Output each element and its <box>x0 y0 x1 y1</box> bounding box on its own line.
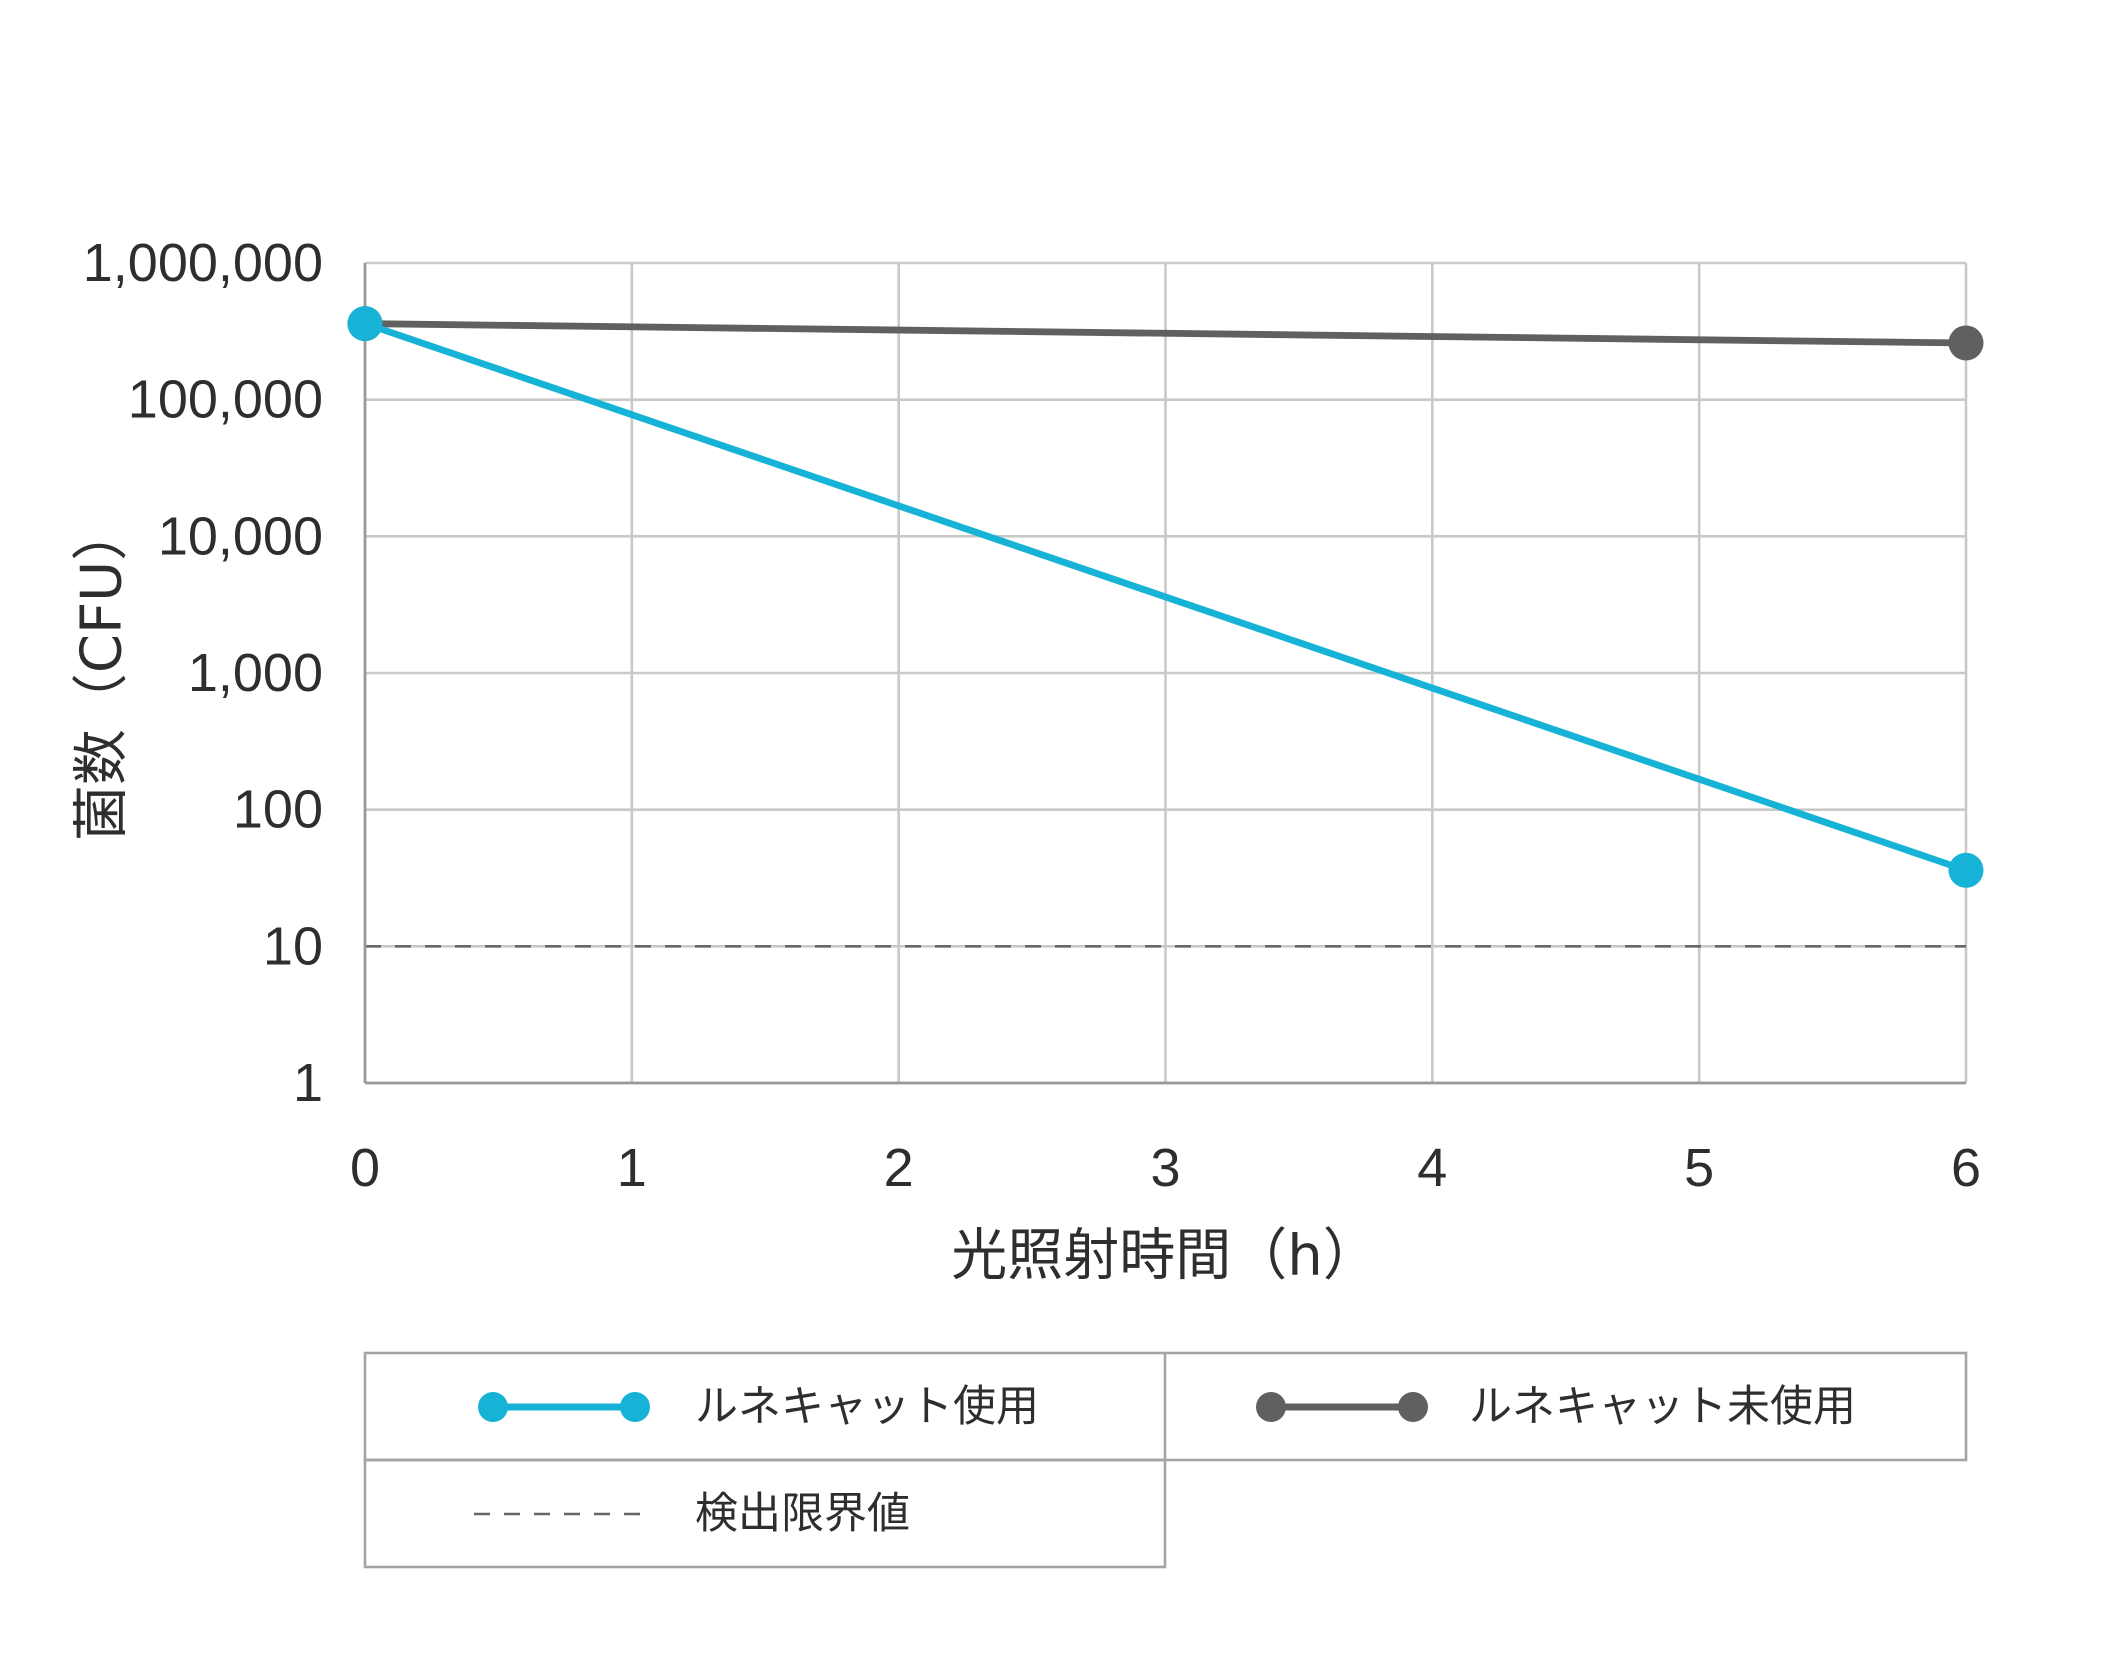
legend: ルネキャット使用 ルネキャット未使用 検出限界値 <box>363 1351 1968 1569</box>
data-point-lunecat-used <box>347 306 383 342</box>
legend-marker-lunecat-used <box>478 1392 508 1422</box>
x-axis-title: 光照射時間（h） <box>951 1224 1379 1289</box>
legend-entry-detection-limit: 検出限界値 <box>474 1489 910 1539</box>
legend-label-lunecat-used: ルネキャット使用 <box>695 1382 1039 1432</box>
x-tick-label: 6 <box>1951 1138 1981 1198</box>
x-tick-label: 4 <box>1417 1138 1447 1198</box>
data-point-lunecat-used <box>1948 852 1984 888</box>
y-tick-label: 10,000 <box>158 506 323 566</box>
legend-entry-lunecat-used: ルネキャット使用 <box>478 1382 1039 1432</box>
series <box>347 306 1984 888</box>
x-tick-label: 1 <box>617 1138 647 1198</box>
y-axis-title: 菌数（CFU） <box>70 505 135 841</box>
y-tick-labels: 1 10 100 1,000 10,000 100,000 1,000,000 <box>83 233 323 1113</box>
y-tick-label: 100,000 <box>128 370 323 430</box>
legend-frame-bottom-row <box>363 1458 1167 1569</box>
x-tick-label: 5 <box>1684 1138 1714 1198</box>
legend-label-lunecat-unused: ルネキャット未使用 <box>1469 1382 1856 1432</box>
y-tick-label: 100 <box>233 780 323 840</box>
x-tick-label: 3 <box>1150 1138 1180 1198</box>
series-line-lunecat-unused <box>361 320 1970 347</box>
y-tick-label: 1,000,000 <box>83 233 323 293</box>
x-tick-label: 2 <box>884 1138 914 1198</box>
y-tick-label: 1,000 <box>188 643 323 703</box>
series-line-lunecat-used <box>361 320 1970 874</box>
y-tick-label: 10 <box>263 916 323 976</box>
data-point-lunecat-unused <box>1948 325 1984 361</box>
x-tick-label: 0 <box>350 1138 380 1198</box>
legend-marker-lunecat-unused <box>1256 1392 1286 1422</box>
axes <box>363 263 1966 1085</box>
legend-label-detection-limit: 検出限界値 <box>695 1489 910 1539</box>
x-tick-labels: 0 1 2 3 4 5 6 <box>350 1138 1981 1198</box>
legend-marker-lunecat-used <box>620 1392 650 1422</box>
legend-marker-lunecat-unused <box>1398 1392 1428 1422</box>
y-tick-label: 1 <box>293 1053 323 1113</box>
legend-entry-lunecat-unused: ルネキャット未使用 <box>1256 1382 1856 1432</box>
